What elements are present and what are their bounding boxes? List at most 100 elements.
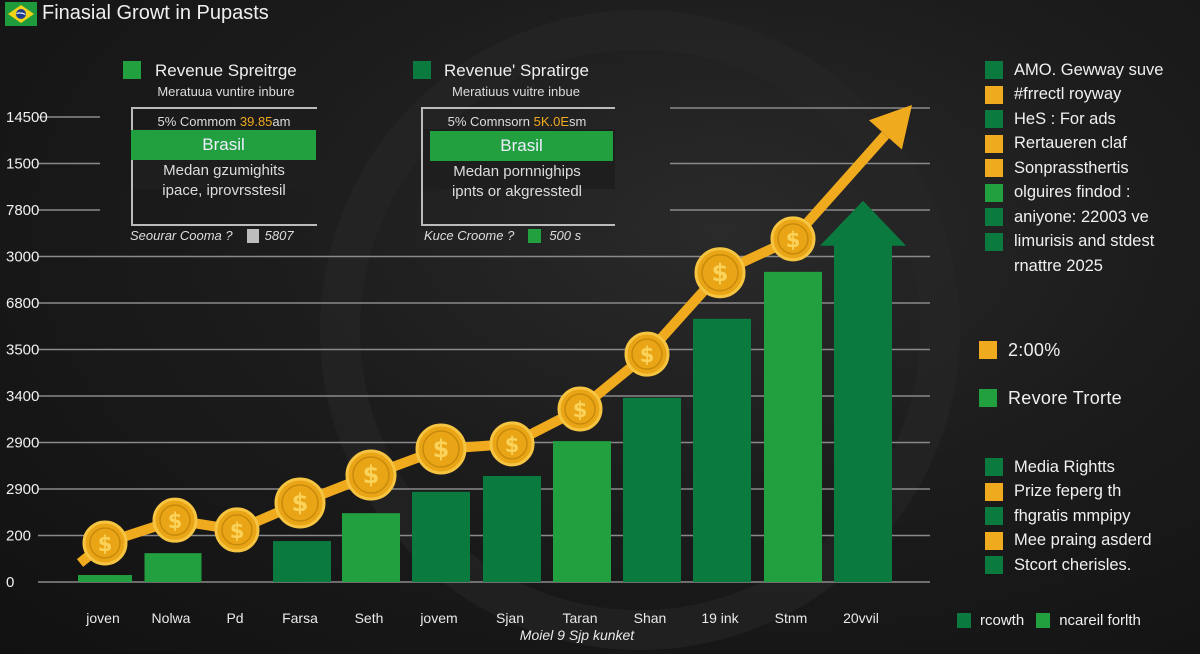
legend-item: 2:00% xyxy=(979,338,1122,362)
coin-marker: $ xyxy=(624,331,670,377)
panel-1-footer-value: 5807 xyxy=(264,228,294,243)
legend-swatch xyxy=(979,389,997,407)
x-tick-label: 19 ink xyxy=(701,610,739,626)
bar xyxy=(483,475,541,582)
panel-2-footer-value: 500 s xyxy=(549,228,582,243)
bar xyxy=(78,575,132,582)
x-tick-label: Taran xyxy=(562,610,597,626)
legend-item: Prize feperg th xyxy=(985,480,1152,505)
panel-2-swatch xyxy=(413,61,431,79)
coin-marker: $ xyxy=(770,216,816,262)
legend-label: ncareil forlth xyxy=(1059,611,1141,629)
legend-swatch xyxy=(985,556,1003,575)
legend-item: Mee praing asderd xyxy=(985,529,1152,554)
panel-1-swatch xyxy=(123,61,141,79)
legend-label: HeS : For ads xyxy=(1014,109,1116,128)
legend-mid: 2:00% Revore Trorte xyxy=(979,338,1122,434)
legend-swatch xyxy=(985,183,1003,202)
legend-swatch xyxy=(985,232,1003,251)
legend-item: #frrectl royway xyxy=(985,83,1163,108)
coin-symbol: $ xyxy=(573,398,588,422)
panel-1-title: Revenue Spreitrge xyxy=(155,61,297,80)
x-tick-label: 20vvil xyxy=(843,610,879,626)
legend-item: HeS : For ads xyxy=(985,107,1163,132)
x-tick-label: Pd xyxy=(226,610,243,626)
legend-item: rcowth xyxy=(957,609,1024,631)
x-tick-label: jovem xyxy=(419,610,457,626)
legend-label: fhgratis mmpipy xyxy=(1014,506,1131,525)
coin-marker: $ xyxy=(694,247,746,299)
coin-symbol: $ xyxy=(168,509,183,533)
legend-label: Stcort cherisles. xyxy=(1014,555,1132,574)
legend-item: AMO. Gewway suve xyxy=(985,58,1163,83)
legend-swatch xyxy=(985,208,1003,227)
coin-symbol: $ xyxy=(640,343,655,367)
legend-swatch xyxy=(985,110,1003,129)
y-tick-label: 3500 xyxy=(6,342,39,359)
panel-2-stat: 5% Comnsorn 5K.0Esm xyxy=(447,114,587,129)
legend-item: fhgratis mmpipy xyxy=(985,504,1152,529)
panel-1-footer-swatch xyxy=(246,228,259,243)
coin-symbol: $ xyxy=(292,489,309,517)
arrow-head-icon xyxy=(868,105,912,150)
coin-marker: $ xyxy=(152,497,198,543)
legend-label: limurisis and stdest xyxy=(1014,232,1155,251)
x-tick-label: Farsa xyxy=(282,610,318,626)
x-tick-label: Stnm xyxy=(775,610,808,626)
panel-2-title: Revenue' Spratirge xyxy=(444,61,589,80)
y-tick-label: 0 xyxy=(6,574,14,591)
y-tick-label: 6800 xyxy=(6,295,39,312)
legend-swatch xyxy=(979,341,997,359)
legend-label: Media Rightts xyxy=(1014,457,1115,476)
legend-item: Sonprassthertis xyxy=(985,156,1163,181)
panel-1-stat: 5% Commom 39.85am xyxy=(157,114,291,129)
legend-swatch xyxy=(985,531,1003,550)
panel-2-line2: ipnts or akgresstedl xyxy=(451,183,583,200)
y-tick-label: 3400 xyxy=(6,388,39,405)
legend-label: #frrectl royway xyxy=(1014,85,1122,104)
legend-bottom: Media Rightts Prize feperg th fhgratis mmp… xyxy=(985,455,1152,578)
legend-label: 2:00% xyxy=(1008,339,1061,360)
chart-title: Finasial Growt in Pupasts xyxy=(42,2,269,24)
x-tick-label: joven xyxy=(85,610,119,626)
legend-swatch xyxy=(985,61,1003,80)
growth-line: $ $ $ $ $ $ $ $ $ $ $ xyxy=(76,105,912,567)
legend-swatch xyxy=(985,85,1003,104)
coin-icon xyxy=(274,477,326,529)
legend-item: Rertaueren claf xyxy=(985,132,1163,157)
legend-label: Rertaueren claf xyxy=(1014,134,1127,153)
legend-item: Stcort cherisles. xyxy=(985,553,1152,578)
legend-item: olguires findod : xyxy=(985,181,1163,206)
y-tick-label: 2900 xyxy=(6,481,39,498)
bar-arrow xyxy=(820,200,906,582)
legend-item: ncareil forlth xyxy=(1036,609,1141,631)
bar xyxy=(764,271,822,582)
coin-symbol: $ xyxy=(712,259,729,287)
coin-symbol: $ xyxy=(363,461,380,489)
panel-2-footer: Kuce Croome ? 500 s xyxy=(424,228,581,243)
y-tick-label: 3000 xyxy=(6,249,39,266)
coin-marker: $ xyxy=(274,477,326,529)
legend-item: Media Rightts xyxy=(985,455,1152,480)
coin-icon xyxy=(345,449,397,501)
legend-label: Revore Trorte xyxy=(1008,387,1122,408)
bar xyxy=(342,513,400,582)
panel-1-footer-label: Seourar Cooma ? xyxy=(130,228,233,243)
panel-2-band: Brasil xyxy=(430,131,613,161)
panel-2-line1: Medan pornnighips xyxy=(453,163,581,180)
coin-marker: $ xyxy=(489,421,535,467)
coin-marker: $ xyxy=(82,520,128,566)
y-tick-label: 2900 xyxy=(6,435,39,452)
coin-symbol: $ xyxy=(433,435,450,463)
bar xyxy=(553,441,611,582)
y-tick-label: 14500 xyxy=(6,109,48,126)
x-tick-label: Nolwa xyxy=(152,610,191,626)
panel-1-line1: Medan gzumighits xyxy=(163,162,285,179)
legend-swatch xyxy=(1036,612,1051,628)
legend-label: rcowth xyxy=(980,611,1025,629)
legend-swatch xyxy=(985,257,1003,275)
y-tick-label: 7800 xyxy=(6,202,39,219)
x-tick-label: Seth xyxy=(355,610,384,626)
legend-top: AMO. Gewway suve #frrectl royway HeS : For… xyxy=(985,58,1163,279)
